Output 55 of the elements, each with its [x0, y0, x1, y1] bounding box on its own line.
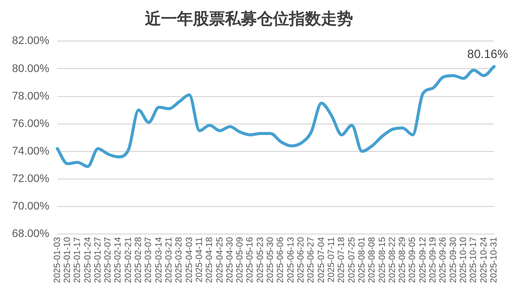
y-tick-label: 68.00% [12, 228, 50, 240]
x-tick-label: 2025-08-29 [397, 236, 408, 284]
x-tick-label: 2025-05-23 [254, 236, 265, 284]
x-tick-label: 2025-03-07 [143, 236, 154, 284]
x-tick-label: 2025-07-11 [326, 236, 336, 282]
x-tick-label: 2025-03-21 [164, 236, 174, 284]
x-tick-label: 2025-10-24 [478, 236, 488, 284]
x-tick-label: 2025-10-10 [458, 236, 468, 284]
x-tick-label: 2025-04-03 [184, 236, 194, 284]
line-series [56, 65, 496, 168]
x-tick-label: 2025-08-15 [376, 236, 387, 284]
x-tick-label: 2025-02-07 [102, 236, 113, 284]
x-tick-label: 2025-09-19 [428, 236, 438, 284]
x-tick-label: 2025-04-25 [214, 236, 224, 284]
x-tick-label: 2025-05-16 [244, 236, 255, 284]
x-tick-label: 2025-10-31 [488, 236, 498, 284]
x-tick-label: 2025-04-11 [194, 236, 204, 282]
x-tick-label: 2025-01-17 [72, 236, 82, 284]
x-tick-label: 2025-06-27 [306, 236, 316, 284]
y-tick-label: 70.00% [12, 200, 50, 212]
x-tick-label: 2025-06-20 [296, 236, 306, 284]
x-tick-label: 2025-06-13 [285, 236, 296, 284]
x-tick-label: 2025-04-30 [224, 236, 234, 284]
x-tick-label: 2025-05-30 [265, 236, 276, 284]
y-tick-label: 76.00% [12, 118, 50, 130]
x-tick-label: 2025-08-08 [366, 236, 377, 284]
x-tick-label: 2025-09-05 [407, 236, 418, 284]
x-tick-label: 2025-04-18 [204, 236, 214, 284]
x-tick-label: 2025-08-01 [356, 236, 366, 284]
y-tick-label: 74.00% [12, 145, 50, 158]
x-tick-label: 2025-07-25 [346, 236, 356, 284]
x-tick-label: 2025-01-10 [62, 236, 72, 284]
x-tick-label: 2025-07-18 [336, 236, 346, 284]
x-tick-label: 2025-01-24 [82, 236, 92, 284]
x-tick-label: 2025-07-04 [316, 236, 326, 284]
y-tick-label: 78.00% [12, 90, 50, 102]
x-tick-label: 2025-09-12 [417, 236, 428, 284]
x-tick-label: 2025-02-21 [122, 236, 133, 284]
x-tick-label: 2025-01-03 [52, 236, 62, 284]
x-tick-label: 2025-05-09 [234, 236, 245, 284]
x-tick-label: 2025-02-28 [133, 236, 144, 284]
x-tick-label: 2025-09-30 [448, 236, 458, 284]
x-tick-label: 2025-09-26 [438, 236, 448, 284]
x-tick-label: 2025-06-06 [275, 236, 286, 284]
x-tick-label: 2025-10-17 [468, 236, 478, 284]
x-tick-label: 2025-08-22 [386, 236, 397, 284]
x-tick-label: 2025-03-14 [153, 236, 164, 284]
x-tick-label: 2025-02-14 [112, 236, 123, 284]
x-tick-label: 2025-03-28 [174, 236, 184, 284]
y-tick-label: 72.00% [12, 172, 50, 185]
data-label: 80.16% [467, 46, 508, 61]
y-tick-label: 82.00% [12, 35, 50, 48]
x-tick-label: 2025-01-27 [92, 236, 102, 284]
y-tick-label: 80.00% [12, 62, 50, 75]
chart-title: 近一年股票私募仓位指数走势 [144, 8, 353, 28]
